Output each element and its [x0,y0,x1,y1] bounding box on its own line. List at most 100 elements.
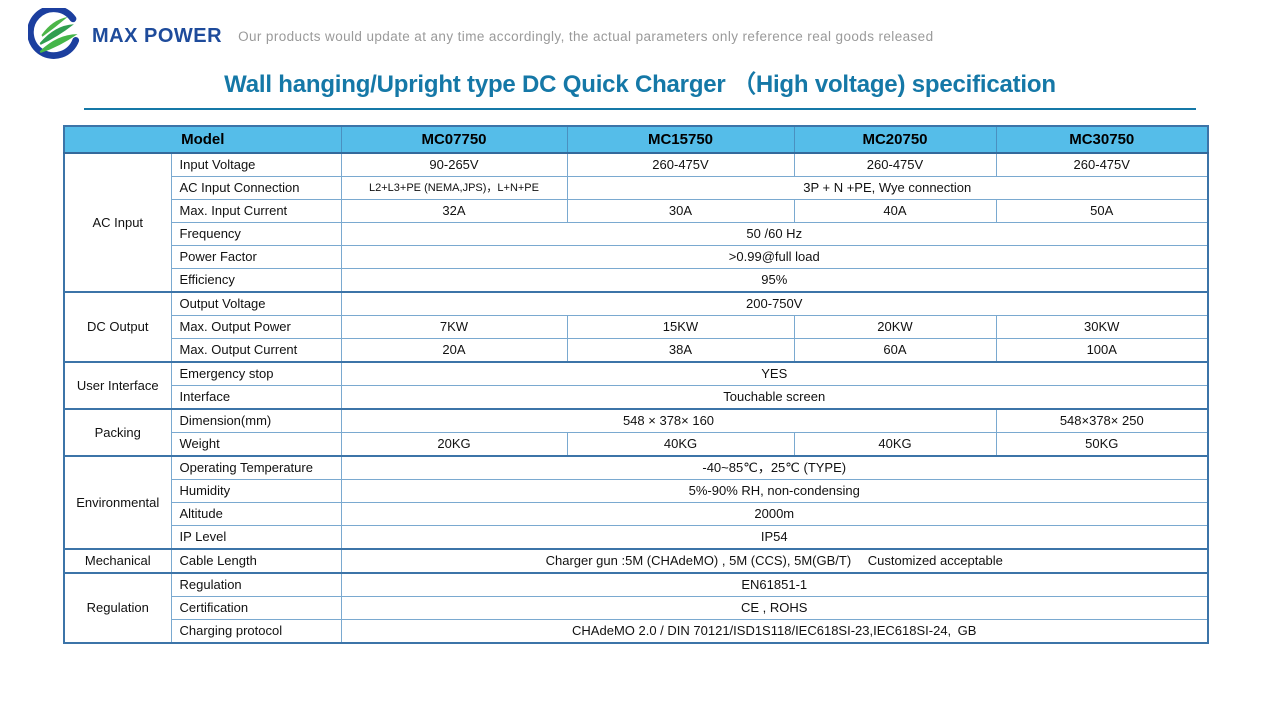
param-label: Input Voltage [170,152,342,177]
spec-value-cell: 60A [793,338,997,363]
model-header-cell: Model [63,125,342,154]
spec-value-cell: 50 /60 Hz [340,222,1209,246]
table-row: Regulation Regulation EN61851-1 [63,572,1209,644]
param-label: Humidity [170,479,342,503]
spec-value-cell: 7KW [340,315,568,339]
table-row: Max. Output Current 20A 38A 60A 100A [64,338,1209,363]
spec-value-cell: 40A [793,199,997,223]
param-label: Regulation [170,572,342,597]
spec-value-cell: 40KG [793,432,997,457]
spec-value-cell: 30A [566,199,795,223]
param-label: Efficiency [170,268,342,293]
param-label: Max. Output Power [170,315,342,339]
page-title: Wall hanging/Upright type DC Quick Charg… [224,71,1056,98]
spec-value-cell: EN61851-1 [340,572,1209,597]
spec-value-cell: Charger gun :5M (CHAdeMO) , 5M (CCS), 5M… [340,548,1209,574]
model-name-cell: MC20750 [793,125,997,154]
param-label: Weight [170,432,342,457]
spec-value-cell: 20KG [340,432,568,457]
top-brand-bar: MAX POWER Our products would update at a… [0,0,1280,64]
category-label: Mechanical [63,548,172,574]
brand-name: MAX POWER [92,24,223,47]
model-name-cell: MC30750 [995,125,1209,154]
table-row: IP Level IP54 [64,525,1209,550]
table-row: Max. Input Current 32A 30A 40A 50A [64,199,1209,223]
table-row: Altitude 2000m [64,502,1209,526]
param-label: Power Factor [170,245,342,269]
table-row: Certification CE , ROHS [64,596,1209,620]
spec-value-cell: 3P + N +PE, Wye connection [566,176,1209,200]
table-row: Environmental Operating Temperature -40~85… [63,455,1209,550]
spec-value-cell: 38A [566,338,795,363]
spec-table: Model MC07750 MC15750 MC20750 MC30750 AC Inp… [63,125,1209,644]
table-row: Charging protocol CHAdeMO 2.0 / DIN 70121… [64,619,1209,644]
spec-value-cell: CE , ROHS [340,596,1209,620]
spec-value-cell: 5%-90% RH, non-condensing [340,479,1209,503]
table-row: Interface Touchable screen [64,385,1209,410]
param-label: Output Voltage [170,291,342,316]
spec-value-cell: 260-475V [566,152,795,177]
category-label: Regulation [63,572,172,644]
category-label: Environmental [63,455,172,550]
spec-value-cell: 20A [340,338,568,363]
spec-value-cell: 100A [995,338,1209,363]
spec-value-cell: >0.99@full load [340,245,1209,269]
param-label: IP Level [170,525,342,550]
spec-value-cell: 260-475V [793,152,997,177]
table-row: DC Output Output Voltage 200-750V [63,291,1209,363]
spec-value-cell: L2+L3+PE (NEMA,JPS)，L+N+PE [340,176,568,200]
spec-value-cell: 40KG [566,432,795,457]
spec-value-cell: YES [340,361,1209,386]
param-label: Max. Input Current [170,199,342,223]
spec-value-cell: -40~85℃，25℃ (TYPE) [340,455,1209,480]
param-label: Emergency stop [170,361,342,386]
spec-value-cell: 90-265V [340,152,568,177]
table-row: Frequency 50 /60 Hz [64,222,1209,246]
model-name-cell: MC07750 [340,125,568,154]
title-underline: Wall hanging/Upright type DC Quick Charg… [84,64,1196,110]
table-row: User Interface Emergency stop YES [63,361,1209,410]
spec-value-cell: 15KW [566,315,795,339]
table-row: AC Input Input Voltage 90-265V 260-475V 260-… [63,152,1209,293]
param-label: Frequency [170,222,342,246]
spec-value-cell: IP54 [340,525,1209,550]
category-label: DC Output [63,291,172,363]
spec-value-cell: Touchable screen [340,385,1209,410]
table-row: Efficiency 95% [64,268,1209,293]
table-row: Weight 20KG 40KG 40KG 50KG [64,432,1209,457]
spec-value-cell: 200-750V [340,291,1209,316]
spec-value-cell: 50KG [995,432,1209,457]
param-label: Interface [170,385,342,410]
spec-value-cell: 50A [995,199,1209,223]
table-row: Power Factor >0.99@full load [64,245,1209,269]
param-label: Operating Temperature [170,455,342,480]
param-label: Altitude [170,502,342,526]
table-row: Mechanical Cable Length Charger gun :5M (C… [63,548,1209,574]
spec-value-cell: 30KW [995,315,1209,339]
category-label: AC Input [63,152,172,293]
spec-value-cell: 548 × 378× 160 [340,408,997,433]
category-label: Packing [63,408,172,457]
table-row: Max. Output Power 7KW 15KW 20KW 30KW [64,315,1209,339]
table-row: Humidity 5%-90% RH, non-condensing [64,479,1209,503]
category-label: User Interface [63,361,172,410]
model-name-cell: MC15750 [566,125,795,154]
param-label: Certification [170,596,342,620]
brand-tagline: Our products would update at any time ac… [238,28,934,44]
spec-value-cell: 20KW [793,315,997,339]
spec-table-header: Model MC07750 MC15750 MC20750 MC30750 [63,125,1209,154]
param-label: Max. Output Current [170,338,342,363]
param-label: Dimension(mm) [170,408,342,433]
param-label: Charging protocol [170,619,342,644]
spec-value-cell: 260-475V [995,152,1209,177]
spec-value-cell: 2000m [340,502,1209,526]
spec-value-cell: 32A [340,199,568,223]
param-label: Cable Length [170,548,342,574]
leaf-circle-logo-icon [27,4,82,67]
table-row: AC Input Connection L2+L3+PE (NEMA,JPS)，L… [64,176,1209,200]
table-row: Packing Dimension(mm) 548 × 378× 160 548×37… [63,408,1209,457]
spec-value-cell: 548×378× 250 [995,408,1209,433]
spec-value-cell: CHAdeMO 2.0 / DIN 70121/ISD1S118/IEC618S… [340,619,1209,644]
spec-value-cell: 95% [340,268,1209,293]
param-label: AC Input Connection [170,176,342,200]
